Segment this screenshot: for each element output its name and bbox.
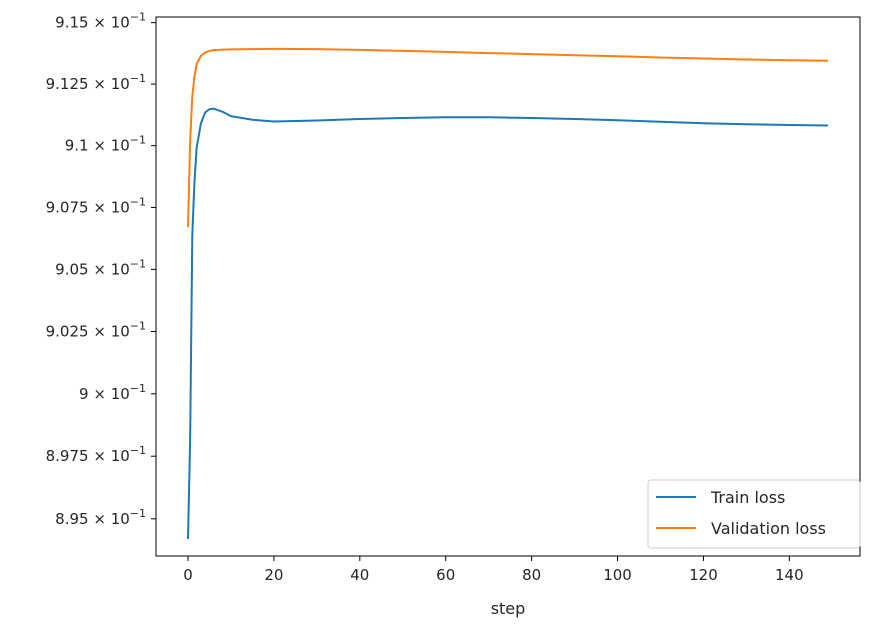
series-layer (187, 47, 829, 539)
y-tick-label-part: −1 (130, 319, 146, 332)
y-tick-label-part: −1 (130, 507, 146, 520)
y-tick-label-part: × (89, 510, 111, 528)
legend-label: Validation loss (711, 519, 826, 538)
y-tick-label-part: 10 (111, 260, 130, 278)
y-tick-label-part: 9.125 (46, 75, 89, 93)
x-axis-ticks: 0 20 40 60 80 100 120 140 (183, 556, 804, 584)
y-tick-label-part: × (89, 260, 111, 278)
y-axis-ticks: 8.95 × 10−18.975 × 10−19 × 10−19.025 × 1… (46, 11, 156, 528)
y-tick-label: 8.975 × 10−1 (46, 444, 146, 465)
y-tick-label: 9.125 × 10−1 (46, 72, 146, 93)
x-tick-label: 60 (436, 566, 455, 584)
y-tick-label-part: 9.025 (46, 322, 89, 340)
x-tick-label: 80 (522, 566, 541, 584)
y-tick-label-part: × (89, 75, 111, 93)
y-tick-label-part: × (89, 137, 111, 155)
y-tick-label: 9.025 × 10−1 (46, 319, 146, 340)
y-tick-label-part: 9.1 (65, 137, 89, 155)
legend-box (647, 479, 861, 549)
x-tick-label: 120 (689, 566, 718, 584)
y-tick-label-part: 8.95 (55, 510, 88, 528)
y-tick-label: 8.95 × 10−1 (55, 507, 146, 528)
axes-frame (155, 16, 861, 557)
y-tick-label-part: × (89, 385, 111, 403)
y-tick-label: 9.1 × 10−1 (65, 134, 146, 155)
x-tick-label: 0 (183, 566, 193, 584)
y-tick-label-part: 10 (111, 447, 130, 465)
series-line-train-loss (187, 107, 829, 539)
y-tick-label-part: × (89, 322, 111, 340)
y-tick-label-part: −1 (130, 257, 146, 270)
y-tick-label-part: × (89, 447, 111, 465)
y-tick-label-part: 10 (111, 198, 130, 216)
y-tick-label-part: 9.15 (55, 14, 88, 32)
y-tick-label: 9.15 × 10−1 (55, 11, 146, 32)
x-tick-label: 140 (775, 566, 804, 584)
y-tick-label-part: 10 (111, 322, 130, 340)
y-tick-label-part: × (89, 14, 111, 32)
y-tick-label: 9.05 × 10−1 (55, 257, 146, 278)
y-tick-label-part: 10 (111, 510, 130, 528)
y-tick-label-part: 10 (111, 14, 130, 32)
y-tick-label-part: −1 (130, 11, 146, 24)
legend-label: Train loss (710, 488, 785, 507)
x-tick-label: 20 (264, 566, 283, 584)
y-tick-label-part: −1 (130, 195, 146, 208)
x-axis-label: step (491, 599, 526, 618)
y-tick-label-part: −1 (130, 134, 146, 147)
y-tick-label-part: 9.075 (46, 198, 89, 216)
y-tick-label-part: 10 (111, 137, 130, 155)
y-tick-label-part: 9.05 (55, 260, 88, 278)
y-tick-label: 9 × 10−1 (79, 382, 146, 403)
y-tick-label-part: 10 (111, 75, 130, 93)
y-tick-label-part: 8.975 (46, 447, 89, 465)
y-tick-label: 9.075 × 10−1 (46, 195, 146, 216)
series-line-validation-loss (187, 47, 829, 228)
y-tick-label-part: 10 (111, 385, 130, 403)
legend: Train loss Validation loss (647, 479, 861, 549)
y-tick-label-part: −1 (130, 72, 146, 85)
y-tick-label-part: 9 (79, 385, 89, 403)
y-tick-label-part: × (89, 198, 111, 216)
x-tick-label: 40 (350, 566, 369, 584)
y-tick-label-part: −1 (130, 444, 146, 457)
y-tick-label-part: −1 (130, 382, 146, 395)
x-tick-label: 100 (603, 566, 632, 584)
